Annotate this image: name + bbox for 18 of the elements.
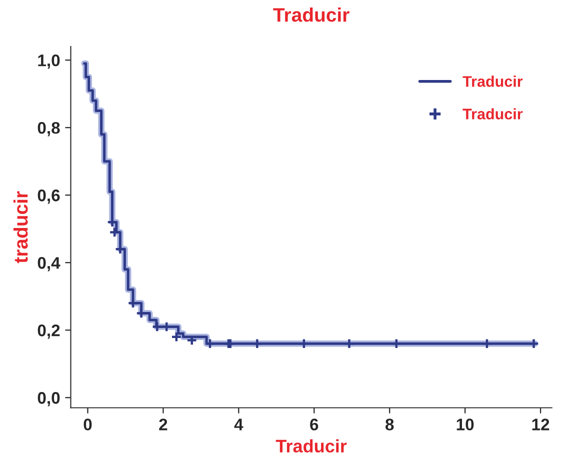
x-axis-title: Traducir (276, 439, 347, 453)
legend-label: Traducir (462, 108, 523, 120)
x-tick-label: 0 (84, 418, 92, 430)
legend-label: Traducir (462, 76, 523, 87)
y-axis-title: traducir (13, 191, 28, 264)
y-tick-label: 1,0 (38, 54, 60, 69)
y-tick-label: 0,0 (38, 392, 60, 406)
chart-title: Traducir (273, 8, 350, 22)
y-tick-label: 0,6 (38, 190, 60, 204)
x-tick-label: 2 (159, 418, 168, 430)
x-tick-label: 10 (456, 418, 474, 430)
x-tick-label: 8 (385, 418, 394, 430)
y-tick-label: 0,2 (38, 324, 60, 339)
y-tick-label: 0,4 (38, 257, 60, 272)
x-tick-label: 6 (310, 418, 318, 430)
x-tick-label: 4 (234, 418, 244, 430)
y-tick-label: 0,8 (38, 122, 60, 136)
x-tick-label: 12 (532, 418, 550, 430)
